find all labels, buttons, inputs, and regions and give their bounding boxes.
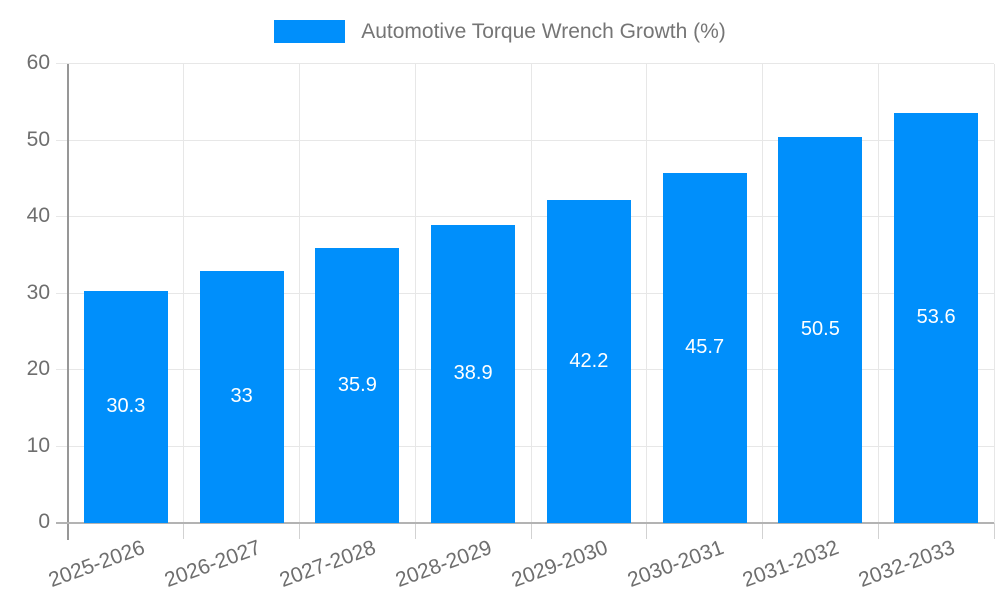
bar-value-label: 33	[230, 384, 253, 407]
x-gridline	[762, 64, 763, 523]
x-axis-tick	[183, 523, 185, 539]
y-gridline	[56, 292, 994, 294]
x-gridline	[646, 64, 648, 523]
y-gridline	[56, 63, 994, 64]
bar[interactable]: 38.9	[431, 225, 516, 523]
x-gridline	[993, 64, 995, 523]
y-gridline	[56, 216, 994, 217]
bar[interactable]: 53.6	[894, 112, 979, 523]
x-tick-label: 2030-2031	[624, 536, 727, 592]
y-gridline	[56, 139, 994, 141]
x-gridline	[183, 64, 185, 523]
x-gridline	[530, 64, 532, 523]
bar-value-label: 38.9	[453, 362, 493, 385]
y-tick-label: 50	[26, 127, 50, 151]
y-tick-label: 40	[26, 204, 50, 227]
x-tick-label: 2028-2029	[392, 536, 495, 592]
x-axis-tick	[646, 523, 648, 539]
x-gridline	[414, 64, 416, 523]
x-axis-tick	[530, 523, 532, 539]
x-axis-tick	[414, 523, 416, 539]
y-gridline	[56, 445, 994, 447]
x-tick-label: 2029-2030	[508, 536, 611, 592]
bar[interactable]: 30.3	[83, 291, 168, 523]
x-tick-label: 2025-2026	[45, 536, 148, 592]
x-axis-line	[56, 522, 994, 524]
y-axis-line	[67, 64, 69, 540]
x-tick-label: 2032-2033	[855, 536, 958, 592]
bar[interactable]: 50.5	[778, 136, 863, 523]
bar[interactable]: 33	[199, 270, 284, 523]
bar-value-label: 50.5	[800, 317, 840, 340]
y-gridline	[56, 369, 994, 370]
y-tick-label: 0	[38, 510, 50, 533]
x-axis-tick	[762, 523, 763, 539]
y-tick-label: 60	[26, 51, 50, 74]
x-tick-label: 2031-2032	[739, 536, 843, 592]
y-tick-label: 30	[26, 280, 50, 304]
x-gridline	[877, 64, 879, 523]
x-axis-tick	[299, 523, 300, 539]
y-tick-label: 10	[26, 433, 50, 457]
bar[interactable]: 35.9	[315, 248, 400, 523]
bar-value-label: 35.9	[337, 373, 377, 396]
bar[interactable]: 45.7	[662, 173, 747, 523]
bar-value-label: 45.7	[685, 336, 725, 359]
y-tick-label: 20	[26, 357, 50, 380]
bar-value-label: 42.2	[569, 349, 609, 372]
x-axis-tick	[877, 523, 879, 539]
x-tick-label: 2026-2027	[161, 536, 264, 592]
bar-value-label: 30.3	[106, 395, 146, 418]
x-gridline	[299, 64, 300, 523]
legend-label: Automotive Torque Wrench Growth (%)	[361, 20, 726, 43]
legend-item[interactable]: Automotive Torque Wrench Growth (%)	[0, 20, 1000, 43]
x-axis-tick	[993, 523, 995, 539]
bar-value-label: 53.6	[916, 305, 956, 328]
bar[interactable]: 42.2	[546, 200, 631, 523]
legend-swatch	[274, 20, 346, 43]
x-tick-label: 2027-2028	[276, 536, 380, 592]
